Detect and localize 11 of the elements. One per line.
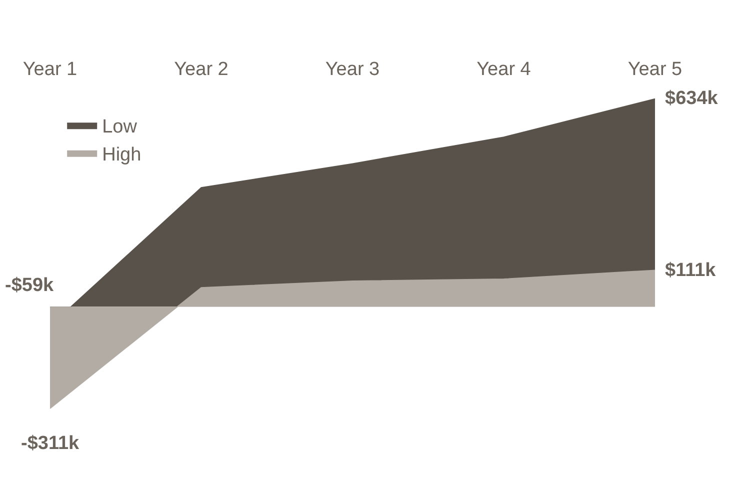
x-tick-label: Year 5 <box>628 59 682 80</box>
data-label: $111k <box>665 260 716 281</box>
data-label: -$311k <box>21 433 80 454</box>
legend-label: Low <box>102 116 138 138</box>
data-label: -$59k <box>5 275 54 296</box>
legend-label: High <box>102 144 142 166</box>
x-tick-label: Year 1 <box>22 59 78 80</box>
x-tick-label: Year 2 <box>174 59 228 80</box>
x-tick-label: Year 4 <box>476 59 532 80</box>
x-tick-label: Year 3 <box>325 59 380 80</box>
data-label: $634k <box>665 88 718 109</box>
